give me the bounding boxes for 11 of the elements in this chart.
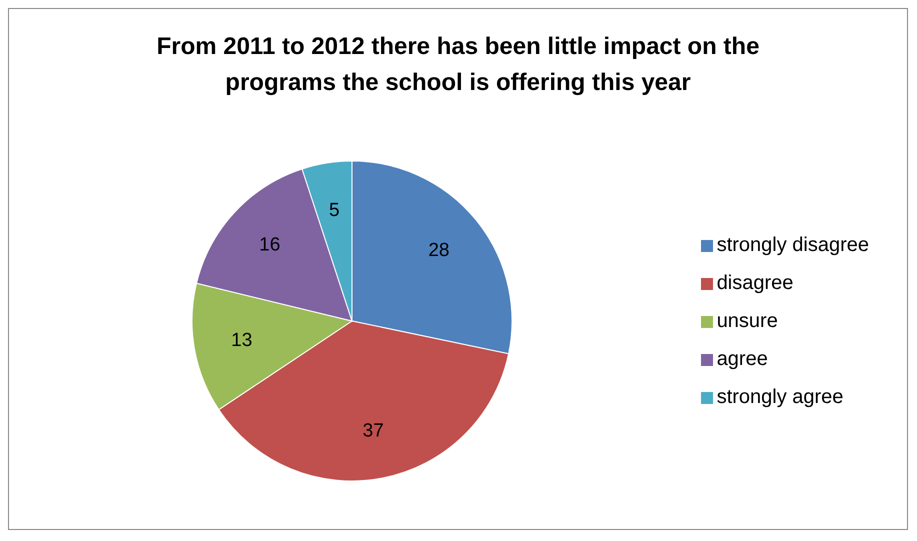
chart-title: From 2011 to 2012 there has been little impact on the programs the school is offering this year xyxy=(156,32,760,98)
legend-label: strongly disagree xyxy=(716,234,869,256)
data-label: 28 xyxy=(428,240,450,261)
data-label: 37 xyxy=(362,420,384,442)
data-label: 13 xyxy=(231,330,252,351)
legend-label: agree xyxy=(716,348,768,370)
legend-label: unsure xyxy=(716,310,778,332)
legend-label: strongly agree xyxy=(716,386,844,408)
legend-label: disagree xyxy=(716,272,794,294)
data-label: 5 xyxy=(329,200,340,221)
data-label: 16 xyxy=(259,234,280,256)
